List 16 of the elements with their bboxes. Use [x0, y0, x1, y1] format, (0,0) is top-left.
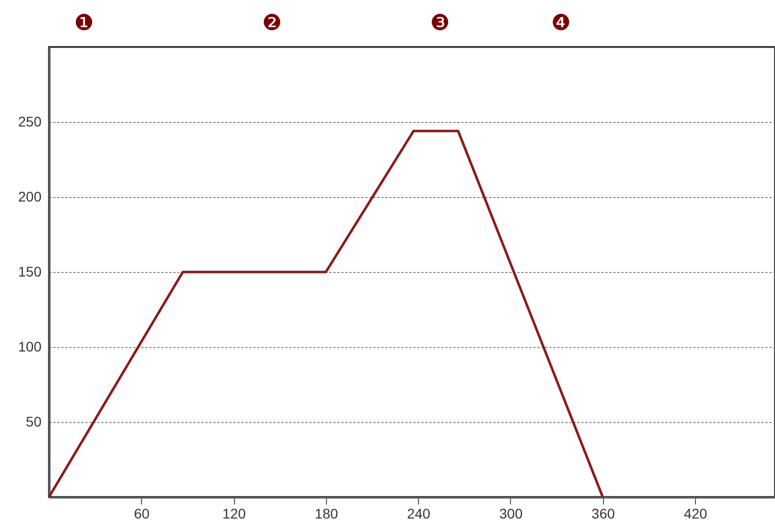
text: ❸ [430, 11, 450, 36]
text: ❶ [74, 11, 94, 36]
y-tick-label: 200 [18, 188, 42, 204]
y-tick-label: 100 [18, 338, 42, 354]
x-tick-label: 240 [406, 506, 431, 522]
y-tick-label: 250 [18, 114, 42, 130]
x-tick-label: 180 [314, 506, 338, 522]
text: ❹ [551, 11, 571, 36]
x-tick-label: 420 [684, 506, 708, 522]
x-tick-label: 60 [134, 506, 150, 522]
x-tick-label: 360 [592, 506, 616, 522]
text: ❷ [262, 11, 282, 36]
y-tick-label: 150 [18, 264, 42, 280]
x-tick-label: 120 [222, 506, 246, 522]
x-tick-label: 300 [499, 506, 523, 522]
y-tick-label: 50 [26, 414, 42, 430]
